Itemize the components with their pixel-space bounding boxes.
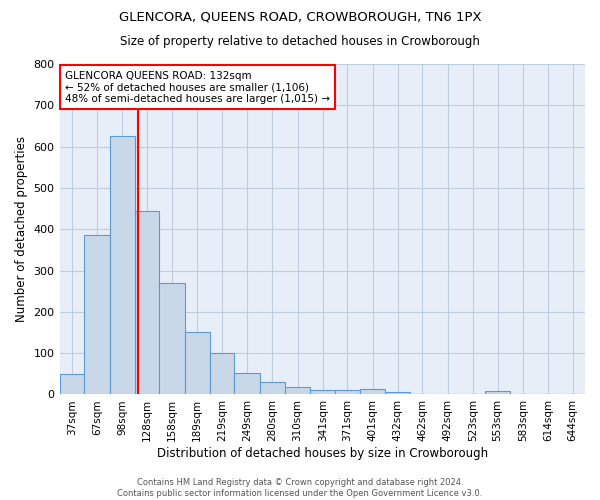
X-axis label: Distribution of detached houses by size in Crowborough: Distribution of detached houses by size … — [157, 447, 488, 460]
Bar — [335, 390, 360, 394]
Bar — [260, 382, 285, 394]
Bar — [310, 390, 335, 394]
Bar — [160, 283, 185, 395]
Text: GLENCORA QUEENS ROAD: 132sqm
← 52% of detached houses are smaller (1,106)
48% of: GLENCORA QUEENS ROAD: 132sqm ← 52% of de… — [65, 70, 330, 104]
Y-axis label: Number of detached properties: Number of detached properties — [15, 136, 28, 322]
Bar — [59, 374, 84, 394]
Bar — [110, 136, 134, 394]
Bar — [185, 332, 209, 394]
Bar — [235, 372, 260, 394]
Bar — [360, 389, 385, 394]
Text: Size of property relative to detached houses in Crowborough: Size of property relative to detached ho… — [120, 35, 480, 48]
Text: GLENCORA, QUEENS ROAD, CROWBOROUGH, TN6 1PX: GLENCORA, QUEENS ROAD, CROWBOROUGH, TN6 … — [119, 10, 481, 23]
Bar — [285, 387, 310, 394]
Bar — [485, 391, 510, 394]
Bar — [134, 210, 160, 394]
Bar — [385, 392, 410, 394]
Bar — [209, 353, 235, 395]
Bar — [84, 236, 110, 394]
Text: Contains HM Land Registry data © Crown copyright and database right 2024.
Contai: Contains HM Land Registry data © Crown c… — [118, 478, 482, 498]
